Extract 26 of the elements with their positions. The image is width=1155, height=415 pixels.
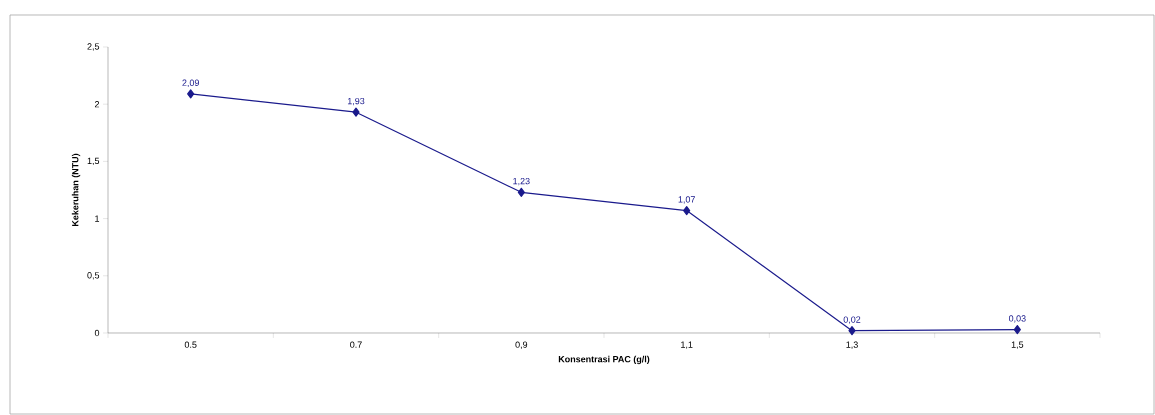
x-tick-label: 1,1 (681, 341, 693, 349)
y-tick-label: 0 (94, 329, 100, 337)
x-tick-label: 0.7 (350, 341, 362, 348)
x-axis-title: Konsentrasi PAC (g/l) (558, 355, 650, 365)
x-tick-label: 0.5 (184, 341, 197, 348)
y-tick-label: 1,5 (87, 157, 100, 166)
data-label: 2,09 (182, 79, 199, 87)
x-tick-label: 1,3 (846, 341, 858, 349)
y-tick-label: 0,5 (87, 272, 100, 280)
x-tick-label: 0,9 (515, 341, 528, 349)
y-axis-title: Kekeruhan (NTU) (71, 153, 81, 227)
point (683, 206, 691, 216)
y-tick-label: 2,5 (87, 43, 100, 51)
data-label: 1,23 (513, 177, 530, 186)
data-label: 1,07 (678, 196, 695, 204)
data-label: 1,93 (347, 97, 365, 106)
data-label: 0,02 (843, 316, 861, 324)
x-tick-label: 1,5 (1011, 341, 1024, 349)
point (352, 107, 360, 117)
y-tick-label: 2 (94, 101, 100, 108)
data-label: 0,03 (1008, 315, 1026, 323)
point (848, 326, 856, 336)
point (517, 187, 525, 197)
y-tick-label: 1 (95, 215, 100, 222)
point (1013, 324, 1021, 335)
point (187, 89, 195, 99)
